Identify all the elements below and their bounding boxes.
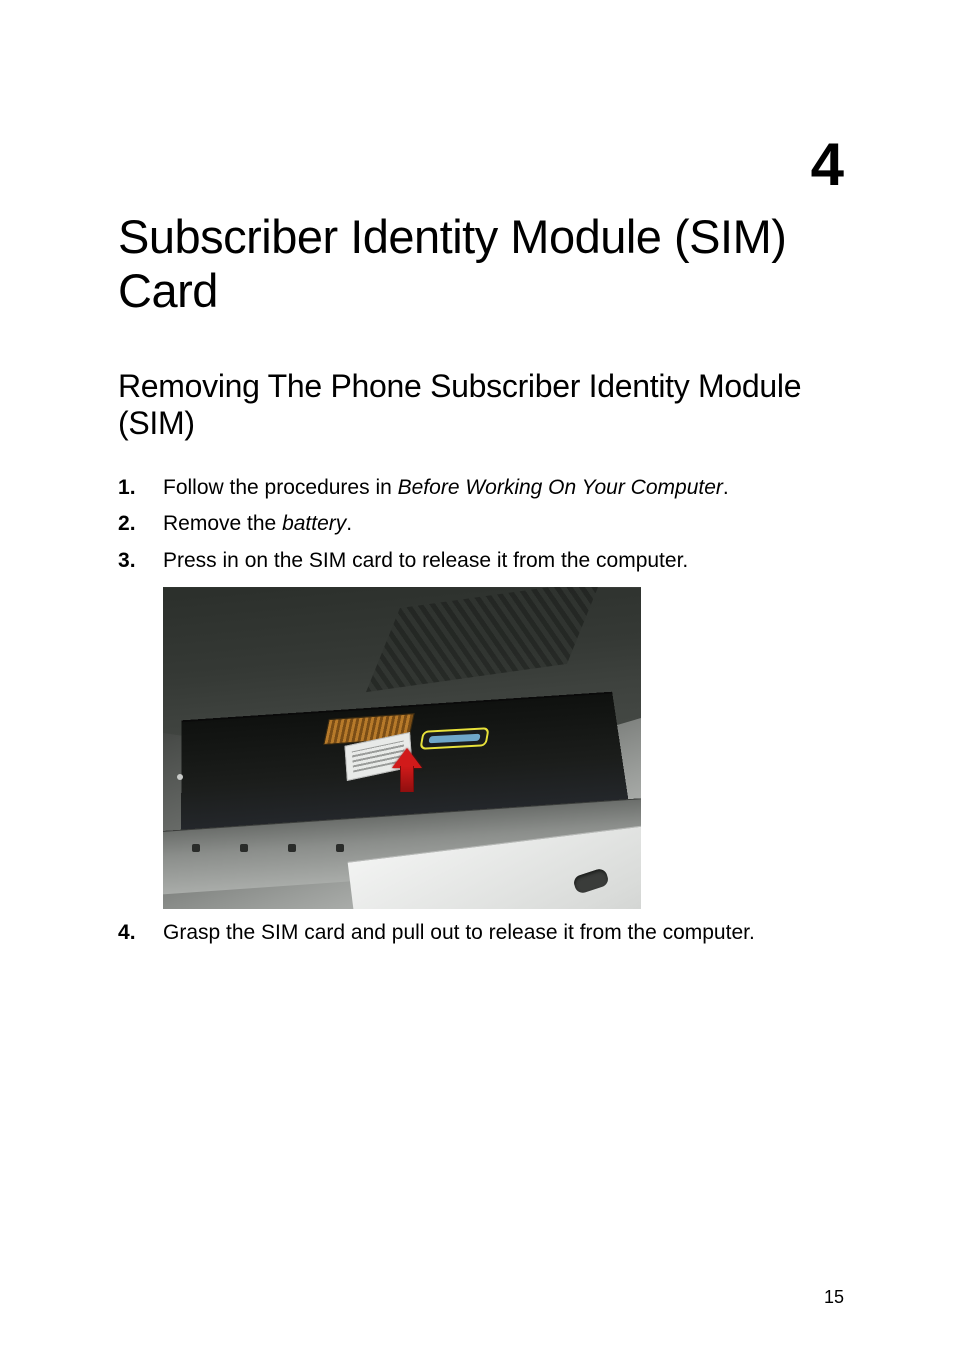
section-title: Removing The Phone Subscriber Identity M…	[118, 368, 844, 442]
step-2-prefix: Remove the	[163, 512, 282, 535]
step-4: Grasp the SIM card and pull out to relea…	[118, 917, 844, 950]
step-1-prefix: Follow the procedures in	[163, 476, 398, 499]
arrow-head-icon	[392, 748, 422, 768]
arrow-stem-icon	[400, 766, 414, 792]
chapter-number: 4	[811, 130, 844, 199]
figure-screw-row	[192, 832, 527, 838]
step-2-italic: battery	[282, 512, 346, 535]
figure-push-arrow	[392, 748, 422, 792]
step-1-italic: Before Working On Your Computer	[398, 476, 723, 499]
procedure-list: Follow the procedures in Before Working …	[118, 472, 844, 950]
figure-sim-card	[429, 734, 481, 744]
page-number: 15	[824, 1287, 844, 1308]
step-2: Remove the battery.	[118, 508, 844, 541]
sim-removal-figure	[163, 587, 641, 909]
step-3: Press in on the SIM card to release it f…	[118, 545, 844, 910]
document-page: 4 Subscriber Identity Module (SIM) Card …	[0, 0, 954, 1366]
step-3-text: Press in on the SIM card to release it f…	[163, 549, 688, 572]
step-4-text: Grasp the SIM card and pull out to relea…	[163, 921, 755, 944]
step-1-suffix: .	[723, 476, 729, 499]
step-2-text: Remove the battery.	[163, 512, 352, 535]
step-2-suffix: .	[346, 512, 352, 535]
chapter-title: Subscriber Identity Module (SIM) Card	[118, 210, 844, 318]
step-1: Follow the procedures in Before Working …	[118, 472, 844, 505]
step-3-prefix: Press in on the SIM card to release it f…	[163, 549, 688, 572]
step-1-text: Follow the procedures in Before Working …	[163, 476, 729, 499]
figure-container	[163, 587, 844, 909]
step-4-prefix: Grasp the SIM card and pull out to relea…	[163, 921, 755, 944]
